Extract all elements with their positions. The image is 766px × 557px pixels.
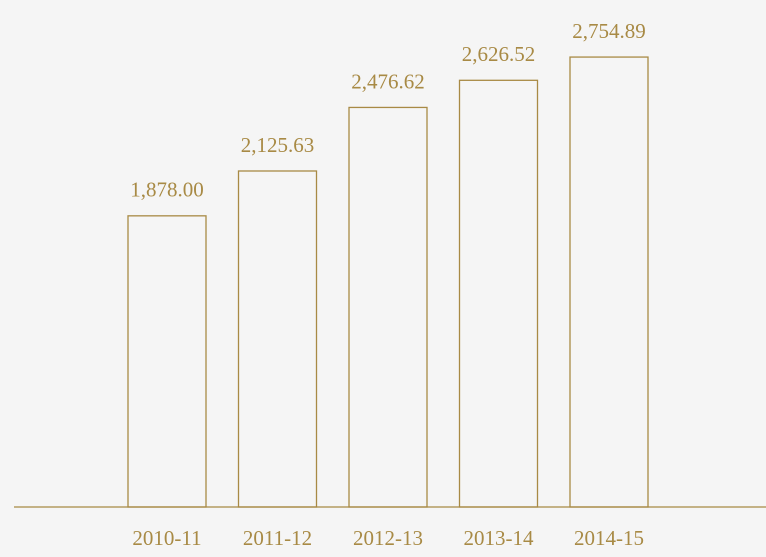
value-label: 1,878.00 [130, 178, 204, 202]
value-label: 2,626.52 [462, 42, 536, 66]
value-label: 2,125.63 [241, 133, 315, 157]
x-tick-label: 2010-11 [132, 526, 201, 550]
x-tick-label: 2013-14 [464, 526, 534, 550]
x-tick-label: 2011-12 [243, 526, 312, 550]
x-tick-label: 2014-15 [574, 526, 644, 550]
value-label: 2,476.62 [351, 69, 425, 93]
x-tick-label: 2012-13 [353, 526, 423, 550]
value-label: 2,754.89 [572, 19, 646, 43]
